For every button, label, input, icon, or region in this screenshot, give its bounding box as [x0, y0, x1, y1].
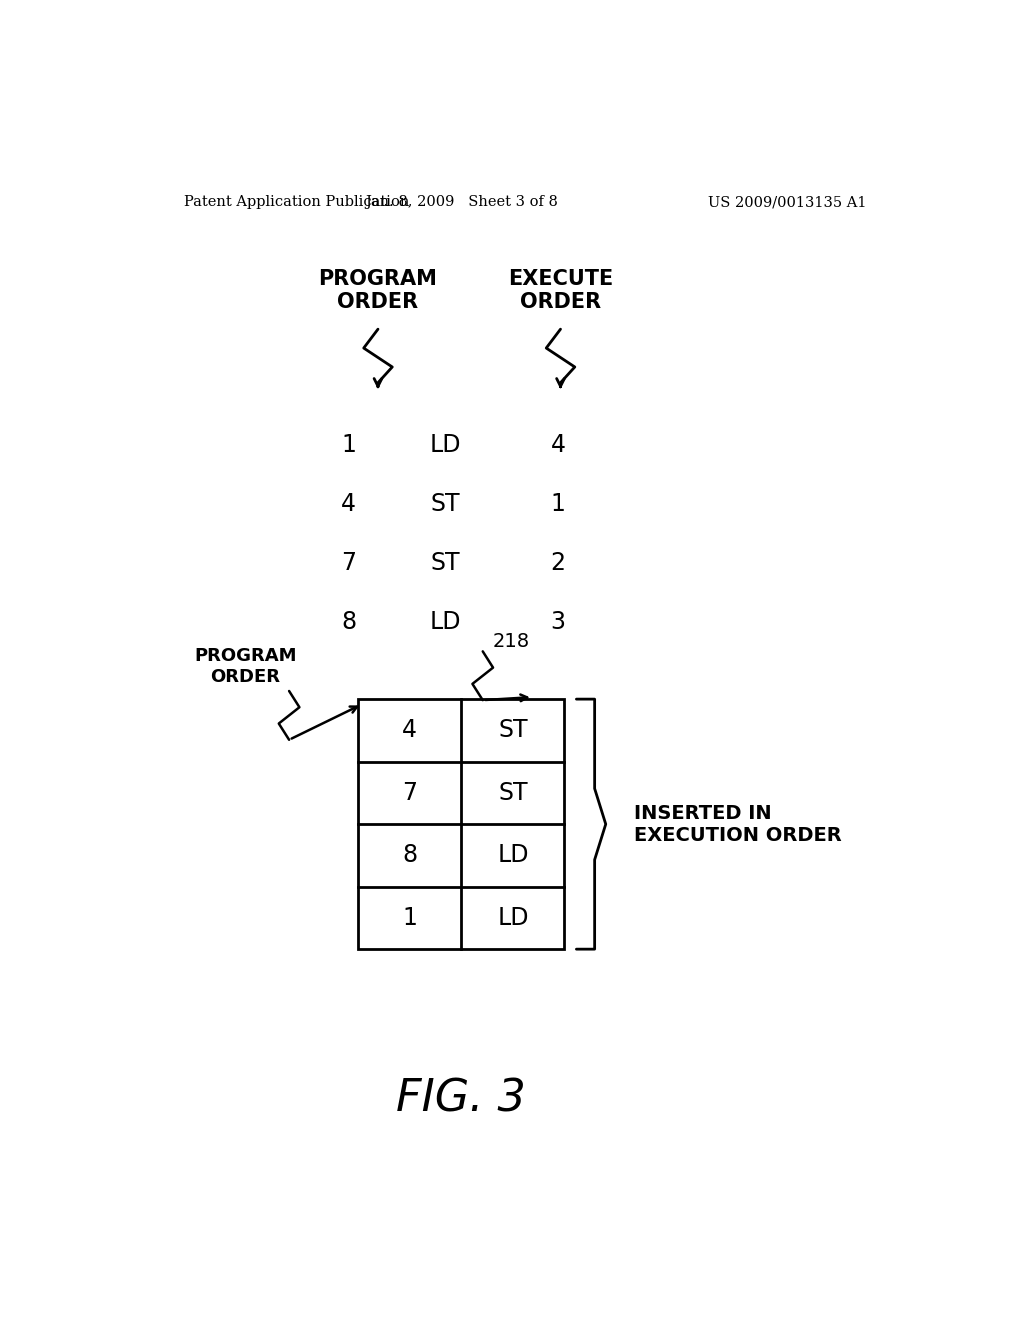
Text: 7: 7: [341, 550, 356, 576]
Text: 8: 8: [402, 843, 418, 867]
Text: ST: ST: [498, 718, 527, 742]
Text: Patent Application Publication: Patent Application Publication: [183, 195, 409, 209]
Text: FIG. 3: FIG. 3: [396, 1077, 526, 1121]
Text: ST: ST: [431, 492, 460, 516]
Text: 4: 4: [341, 492, 356, 516]
Bar: [358, 700, 564, 949]
Text: INSERTED IN
EXECUTION ORDER: INSERTED IN EXECUTION ORDER: [634, 804, 842, 845]
Text: 1: 1: [402, 906, 417, 929]
Text: 4: 4: [402, 718, 417, 742]
Text: 1: 1: [551, 492, 565, 516]
Text: 3: 3: [551, 610, 565, 634]
Text: LD: LD: [497, 843, 528, 867]
Text: 8: 8: [341, 610, 356, 634]
Text: US 2009/0013135 A1: US 2009/0013135 A1: [708, 195, 866, 209]
Text: 7: 7: [402, 781, 417, 805]
Text: 2: 2: [551, 550, 565, 576]
Text: 1: 1: [341, 433, 356, 457]
Text: Jan. 8, 2009   Sheet 3 of 8: Jan. 8, 2009 Sheet 3 of 8: [365, 195, 558, 209]
Text: LD: LD: [430, 610, 461, 634]
Text: ST: ST: [431, 550, 460, 576]
Text: ST: ST: [498, 781, 527, 805]
Text: 218: 218: [494, 632, 530, 651]
Text: LD: LD: [430, 433, 461, 457]
Text: PROGRAM
ORDER: PROGRAM ORDER: [318, 269, 437, 312]
Text: LD: LD: [497, 906, 528, 929]
Text: EXECUTE
ORDER: EXECUTE ORDER: [508, 269, 613, 312]
Text: PROGRAM
ORDER: PROGRAM ORDER: [195, 647, 297, 686]
Text: 4: 4: [551, 433, 565, 457]
